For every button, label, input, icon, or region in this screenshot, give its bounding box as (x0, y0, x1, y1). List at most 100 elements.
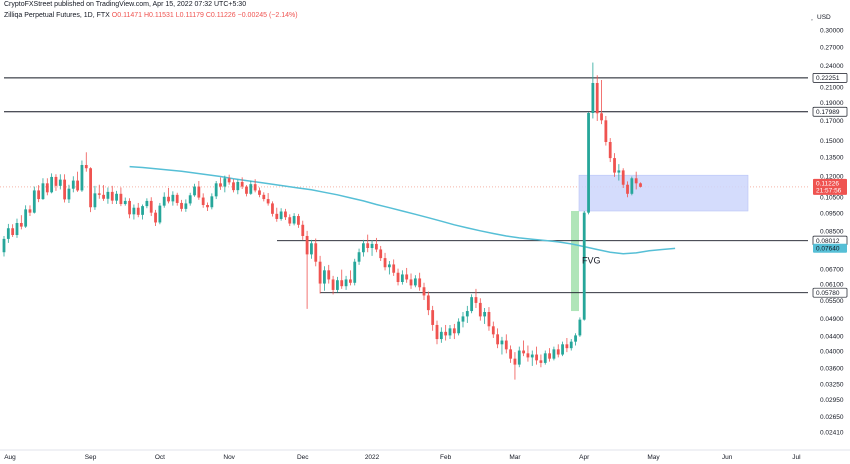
candle-body (435, 324, 439, 340)
candle-body (574, 335, 577, 342)
candle (19, 215, 23, 230)
candle-body (214, 183, 218, 197)
candle (171, 191, 175, 206)
candle (569, 339, 573, 351)
candle (426, 291, 430, 316)
candle (353, 258, 357, 286)
fvg-zone (571, 210, 579, 312)
candle (279, 208, 283, 221)
candle-body (63, 179, 67, 200)
candle (470, 294, 474, 314)
x-tick-label: Sep (85, 454, 97, 461)
candle-body (149, 200, 153, 213)
x-tick-label: Dec (297, 454, 309, 461)
y-tick-label: 0.10500 (820, 195, 844, 202)
candle-body (2, 238, 6, 253)
candle (474, 288, 478, 308)
candle (214, 180, 218, 200)
candle (513, 352, 517, 380)
publisher-line: CryptoFXStreet published on TradingView.… (4, 1, 247, 8)
candle (188, 192, 192, 206)
price-tags: 0.22251 0.17989 0.08012 0.05780 0.1122621:57… (812, 73, 848, 298)
candle-body (158, 205, 162, 223)
candle-body (569, 341, 573, 349)
candle-body (284, 211, 287, 218)
candle (223, 175, 227, 193)
candle (634, 171, 638, 190)
y-tick-label: 0.03250 (820, 382, 844, 389)
candle-body (253, 184, 257, 191)
candle (63, 174, 67, 203)
candle-body (448, 328, 452, 336)
y-tick-label: 0.30000 (820, 27, 844, 34)
x-tick-label: Nov (223, 454, 235, 461)
candle (379, 245, 383, 262)
candle (240, 177, 244, 189)
candle-body (58, 179, 62, 186)
candle (310, 239, 313, 259)
candle-body (487, 311, 491, 327)
candle-body (530, 354, 534, 358)
candle-body (405, 274, 409, 280)
candle-body (245, 186, 248, 194)
candle (32, 186, 36, 214)
candle (80, 160, 84, 192)
candle (530, 350, 534, 366)
candle-body (37, 190, 41, 200)
candle-body (465, 311, 469, 317)
candle (639, 182, 642, 188)
candle (76, 171, 80, 192)
candle-body (15, 222, 19, 236)
candle-body (383, 258, 387, 268)
candle-body (271, 203, 274, 214)
candle (366, 234, 370, 253)
candle-body (171, 194, 175, 202)
candle (444, 324, 448, 341)
candle-body (353, 261, 357, 283)
candle (11, 224, 15, 237)
candle (110, 185, 114, 205)
candle (517, 346, 521, 368)
candle (344, 275, 348, 290)
candle-body (621, 170, 625, 185)
candle (435, 320, 439, 345)
candle (206, 202, 209, 211)
symbol-name: Zilliqa Perpetual Futures, 1D, FTX (4, 12, 110, 19)
candle (465, 305, 469, 323)
candle (93, 185, 97, 210)
candle-body (509, 349, 513, 359)
candle (582, 210, 586, 321)
candle-body (500, 340, 504, 345)
candle-body (258, 190, 261, 195)
candle-body (84, 164, 88, 169)
x-tick-labels: Aug Sep Oct Nov Dec 2022 Feb Mar Apr May Jun Jul (4, 454, 801, 461)
candle-body (119, 193, 123, 205)
candle (409, 273, 413, 289)
candle (15, 218, 19, 238)
candle (184, 199, 188, 212)
support-zone (578, 174, 749, 212)
candle-body (240, 181, 244, 187)
candle-body (167, 196, 170, 202)
x-tick-label: Feb (440, 454, 452, 461)
candle-body (71, 180, 75, 189)
candle (249, 180, 253, 195)
candle (422, 282, 426, 301)
candle-body (275, 213, 279, 219)
candle-body (444, 331, 448, 336)
candle-body (97, 193, 101, 195)
x-tick-label: Jun (722, 454, 733, 461)
candle (392, 259, 396, 276)
ohlc-values: O0.11471 H0.11531 L0.11179 C0.11226 −0.0… (111, 12, 298, 19)
candle-body (431, 310, 435, 325)
candle (400, 270, 404, 285)
candle-body (422, 287, 426, 296)
candle (6, 223, 10, 243)
candle (500, 336, 504, 355)
x-tick-label: Aug (4, 454, 16, 461)
candle-body (349, 279, 352, 283)
y-axis: USD ¸ 0.30000 0.27000 0.24000 0.21000 0.1900… (811, 14, 844, 436)
y-tick-label: 0.12000 (820, 173, 844, 180)
